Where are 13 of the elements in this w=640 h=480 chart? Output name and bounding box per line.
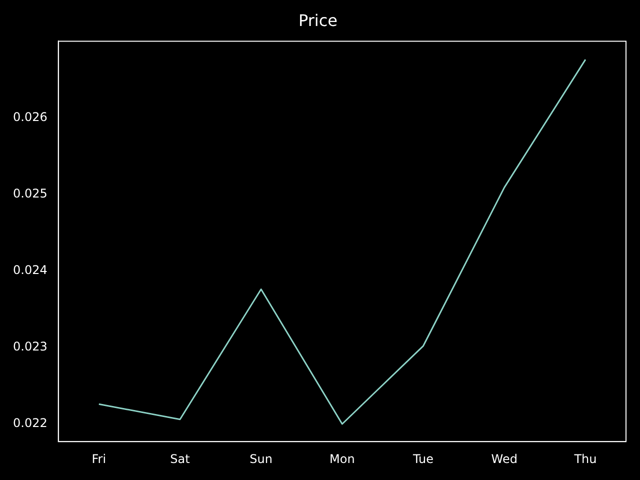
x-tick-label: Tue (412, 452, 434, 466)
y-tick-label: 0.024 (12, 263, 48, 277)
y-tick-label: 0.023 (12, 340, 48, 354)
y-tick-label: 0.026 (12, 110, 48, 124)
x-tick-label: Sun (250, 452, 272, 466)
x-tick-label: Thu (573, 452, 597, 466)
y-tick-label: 0.025 (12, 186, 48, 200)
x-tick-label: Wed (491, 452, 518, 466)
x-tick-label: Mon (330, 452, 355, 466)
x-tick-label: Fri (92, 452, 106, 466)
x-tick-label: Sat (170, 452, 190, 466)
chart-title: Price (298, 10, 338, 30)
y-tick-label: 0.022 (12, 416, 48, 430)
